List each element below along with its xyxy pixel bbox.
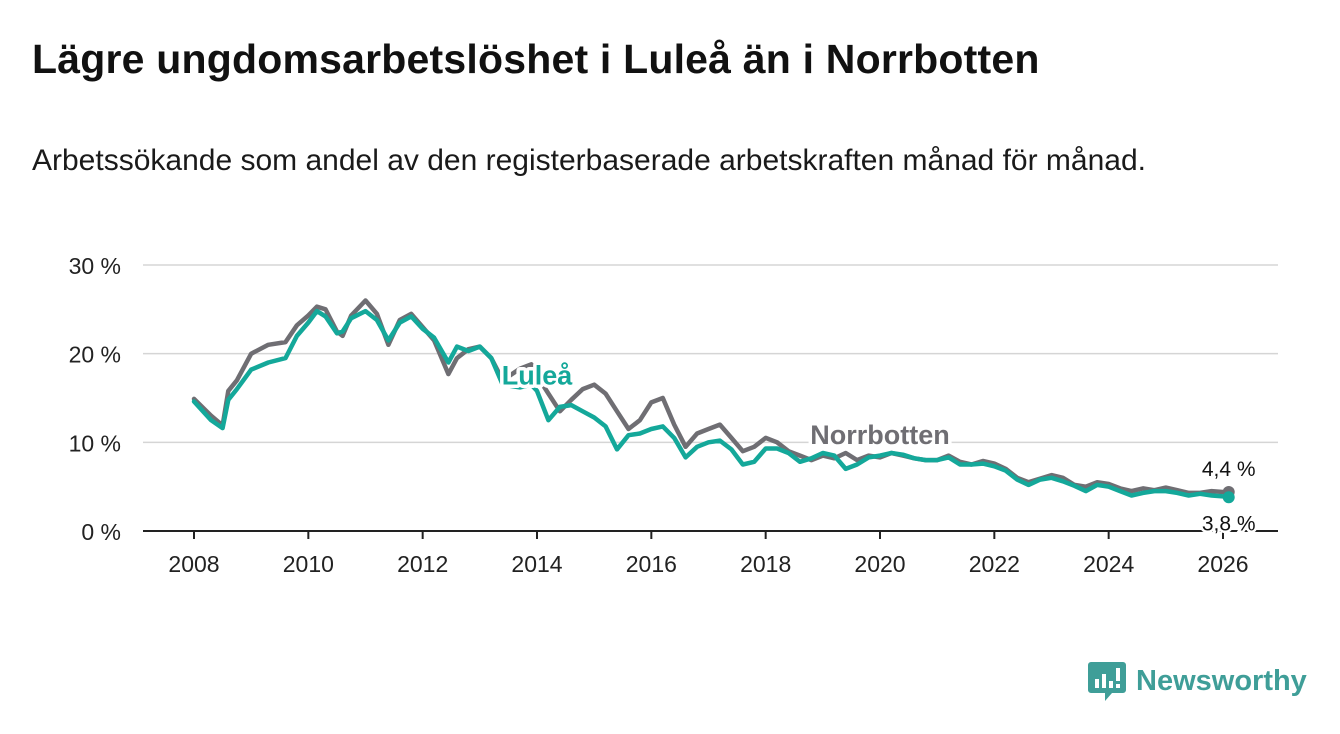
x-tick-label: 2026 (1197, 551, 1248, 577)
x-tick-label: 2014 (511, 551, 562, 577)
series-name-label: Norrbotten (810, 420, 949, 450)
series-name-label: Luleå (502, 361, 574, 391)
series-line-lulea (191, 308, 1231, 500)
x-tick-label: 2020 (854, 551, 905, 577)
series-labels: Luleå Norrbotten 4,4 % 3,8 % (498, 357, 1258, 538)
x-tick-label: 2018 (740, 551, 791, 577)
x-axis: 2008 2010 2012 2014 2016 2018 2020 2022 2024 2026 (143, 530, 1278, 577)
x-tick-label: 2024 (1083, 551, 1134, 577)
y-tick-label: 0 % (81, 519, 121, 545)
chart-title: Lägre ungdomsarbetslöshet i Luleå än i N… (32, 36, 1040, 82)
gridlines (143, 264, 1278, 444)
series-end-point (1222, 491, 1235, 504)
y-tick-label: 10 % (69, 430, 121, 456)
bar-chart-logo-icon (1088, 662, 1126, 701)
x-tick-label: 2010 (283, 551, 334, 577)
brand-name: Newsworthy (1136, 664, 1307, 697)
series-lines (191, 298, 1235, 504)
brand-logo: Newsworthy (1088, 660, 1307, 702)
series-line-norrbotten (191, 298, 1231, 496)
end-value-label: 3,8 % (1202, 512, 1256, 535)
x-tick-label: 2012 (397, 551, 448, 577)
y-tick-label: 20 % (69, 342, 121, 368)
chart-subtitle: Arbetssökande som andel av den registerb… (32, 144, 1146, 177)
x-tick-label: 2016 (626, 551, 677, 577)
y-axis: 0 % 10 % 20 % 30 % (69, 253, 121, 545)
x-tick-label: 2008 (168, 551, 219, 577)
x-tick-label: 2022 (969, 551, 1020, 577)
y-tick-label: 30 % (69, 253, 121, 279)
end-value-label: 4,4 % (1202, 458, 1256, 481)
